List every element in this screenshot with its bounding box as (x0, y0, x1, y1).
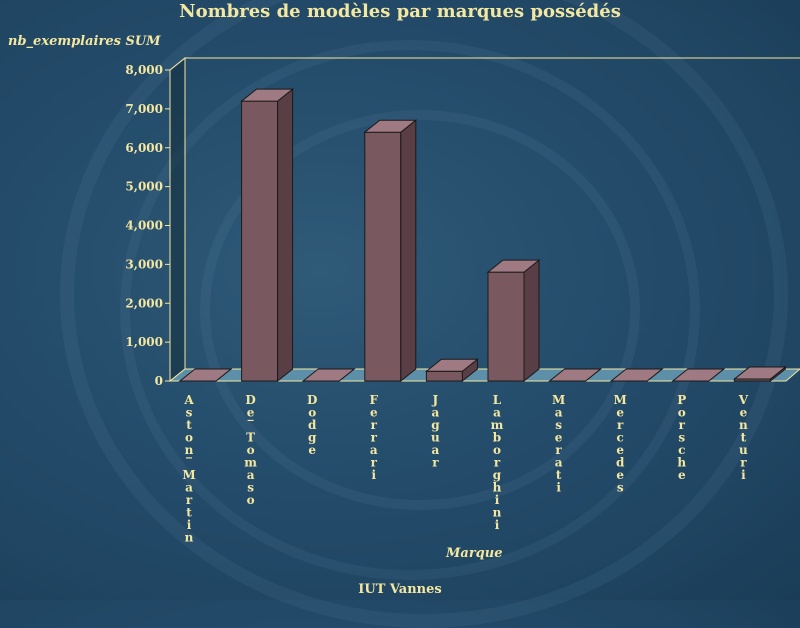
bar (178, 368, 233, 382)
y-tick-label: 5,000 (125, 180, 163, 194)
footer-text: IUT Vannes (358, 582, 442, 597)
bar (486, 259, 541, 383)
bar-top (548, 368, 603, 382)
y-tick-label: 1,000 (125, 335, 163, 349)
side-wall (169, 56, 186, 383)
y-tick-label: 0 (155, 374, 163, 388)
y-tick-label: 7,000 (125, 102, 163, 116)
bar-top (486, 259, 541, 273)
bar-front (487, 271, 525, 382)
bar-top (178, 368, 233, 382)
bar-side (277, 88, 294, 383)
bar-top (609, 368, 664, 382)
chart-title: Nombres de modèles par marques possédés (179, 1, 621, 22)
bar-top (363, 119, 418, 133)
bar (732, 366, 787, 383)
y-axis-ticks: 0 1,000 2,000 3,000 4,000 5,000 6,000 7,000 8,00… (125, 63, 170, 388)
bar-side (400, 119, 417, 383)
y-tick-label: 8,000 (125, 63, 163, 77)
bar (301, 368, 356, 382)
bar-top (301, 368, 356, 382)
y-tick-label: 2,000 (125, 296, 163, 310)
bar (671, 368, 726, 382)
back-wall-top-edge (169, 57, 800, 71)
y-tick-label: 6,000 (125, 141, 163, 155)
y-tick-label: 4,000 (125, 219, 163, 233)
bar-top (671, 368, 726, 382)
bar-top (240, 88, 295, 102)
bar (548, 368, 603, 382)
y-tick-label: 3,000 (125, 257, 163, 271)
bar-chart: 0 1,000 2,000 3,000 4,000 5,000 6,000 7,000 8,00… (125, 56, 800, 545)
chart-bars (178, 88, 787, 383)
bar-front (425, 370, 463, 382)
bar (424, 358, 479, 383)
bar (609, 368, 664, 382)
bar (240, 88, 295, 383)
x-axis-label: Marque (446, 546, 503, 561)
bar-side (523, 259, 540, 383)
y-axis-label: nb_exemplaires SUM (8, 34, 161, 49)
bar-front (241, 100, 279, 382)
bar-top (424, 358, 479, 372)
bar-top (732, 366, 787, 380)
bar (363, 119, 418, 383)
bar-front (364, 131, 402, 382)
